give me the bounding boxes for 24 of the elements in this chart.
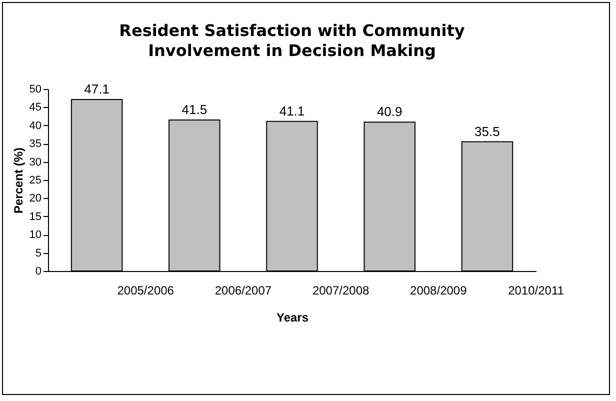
y-tick-label: 50 (29, 84, 42, 96)
y-tick-label: 25 (29, 174, 42, 186)
chart-title: Resident Satisfaction with Community Involvement in Decision Making (119, 21, 466, 60)
x-tick-label: 2007/2008 (312, 284, 370, 298)
y-tick-label: 0 (35, 266, 42, 278)
y-tick-label: 45 (29, 102, 42, 114)
y-tick-label: 15 (29, 210, 42, 223)
y-tick-label: 5 (35, 247, 42, 260)
y-tick-label: 20 (29, 192, 42, 205)
x-axis-title: Years (276, 310, 309, 324)
y-tick-label: 40 (29, 120, 42, 132)
x-tick-label: 2010/2011 (508, 284, 564, 298)
data-label: 41.5 (182, 102, 208, 117)
data-label: 47.1 (84, 82, 110, 97)
y-tick-label: 10 (29, 229, 42, 242)
x-tick-label: 2006/2007 (214, 284, 272, 298)
y-tick-label: 35 (29, 138, 42, 150)
data-label: 35.5 (474, 124, 500, 139)
y-axis-title: Percent (%) (11, 147, 26, 214)
data-label: 41.1 (279, 103, 305, 118)
y-tick-label: 30 (29, 156, 42, 168)
data-label: 40.9 (376, 104, 402, 120)
x-tick-label: 2008/2009 (410, 284, 468, 298)
x-tick-label: 2005/2006 (117, 284, 174, 298)
